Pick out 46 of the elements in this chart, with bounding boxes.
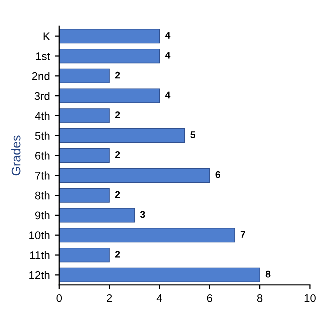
x-tick-label: 4 xyxy=(156,294,162,302)
bar xyxy=(59,168,210,183)
y-tick-label: 1st xyxy=(36,52,50,60)
x-tick-label: 8 xyxy=(257,294,263,302)
data-label: 2 xyxy=(115,112,120,118)
bar xyxy=(59,148,110,164)
data-label: 6 xyxy=(216,171,220,178)
bar xyxy=(59,88,160,104)
bar xyxy=(59,268,260,282)
y-tick-label: 3rd xyxy=(34,92,50,100)
bar xyxy=(59,208,135,223)
bar xyxy=(59,228,236,243)
y-tick-label: 8th xyxy=(35,192,50,200)
data-label: 4 xyxy=(165,92,171,99)
data-label: 2 xyxy=(115,151,120,158)
y-tick-label: 2nd xyxy=(32,72,50,80)
y-tick-label: 10th xyxy=(30,231,50,240)
y-tick-label: 7th xyxy=(35,172,50,180)
y-tick-label: 9th xyxy=(35,211,50,220)
data-label: 7 xyxy=(240,231,246,238)
y-tick-label: 4th xyxy=(35,112,50,120)
y-axis-title: Grades xyxy=(12,136,21,176)
bar xyxy=(59,188,110,203)
bar xyxy=(59,48,160,64)
data-label: 2 xyxy=(115,72,120,79)
bar xyxy=(59,128,186,144)
x-tick-label: 6 xyxy=(207,294,212,302)
x-tick-label: 0 xyxy=(56,294,62,302)
y-tick-label: 6th xyxy=(35,152,50,160)
data-label: 4 xyxy=(165,32,171,39)
y-tick-label: 5th xyxy=(35,132,50,140)
x-tick-label: 2 xyxy=(107,294,112,302)
data-label: 4 xyxy=(165,52,171,59)
bar xyxy=(59,68,110,84)
y-tick-label: 12th xyxy=(30,271,50,280)
bar xyxy=(59,108,110,124)
x-tick-label: 10 xyxy=(304,294,316,302)
bar xyxy=(59,248,110,263)
data-label: 5 xyxy=(190,132,196,138)
y-tick-label: K xyxy=(44,32,50,40)
bar xyxy=(59,29,160,44)
y-tick-label: 11th xyxy=(30,251,50,260)
data-label: 2 xyxy=(115,250,120,258)
data-label: 8 xyxy=(266,270,271,278)
data-label: 3 xyxy=(140,211,146,218)
data-label: 2 xyxy=(115,191,120,198)
